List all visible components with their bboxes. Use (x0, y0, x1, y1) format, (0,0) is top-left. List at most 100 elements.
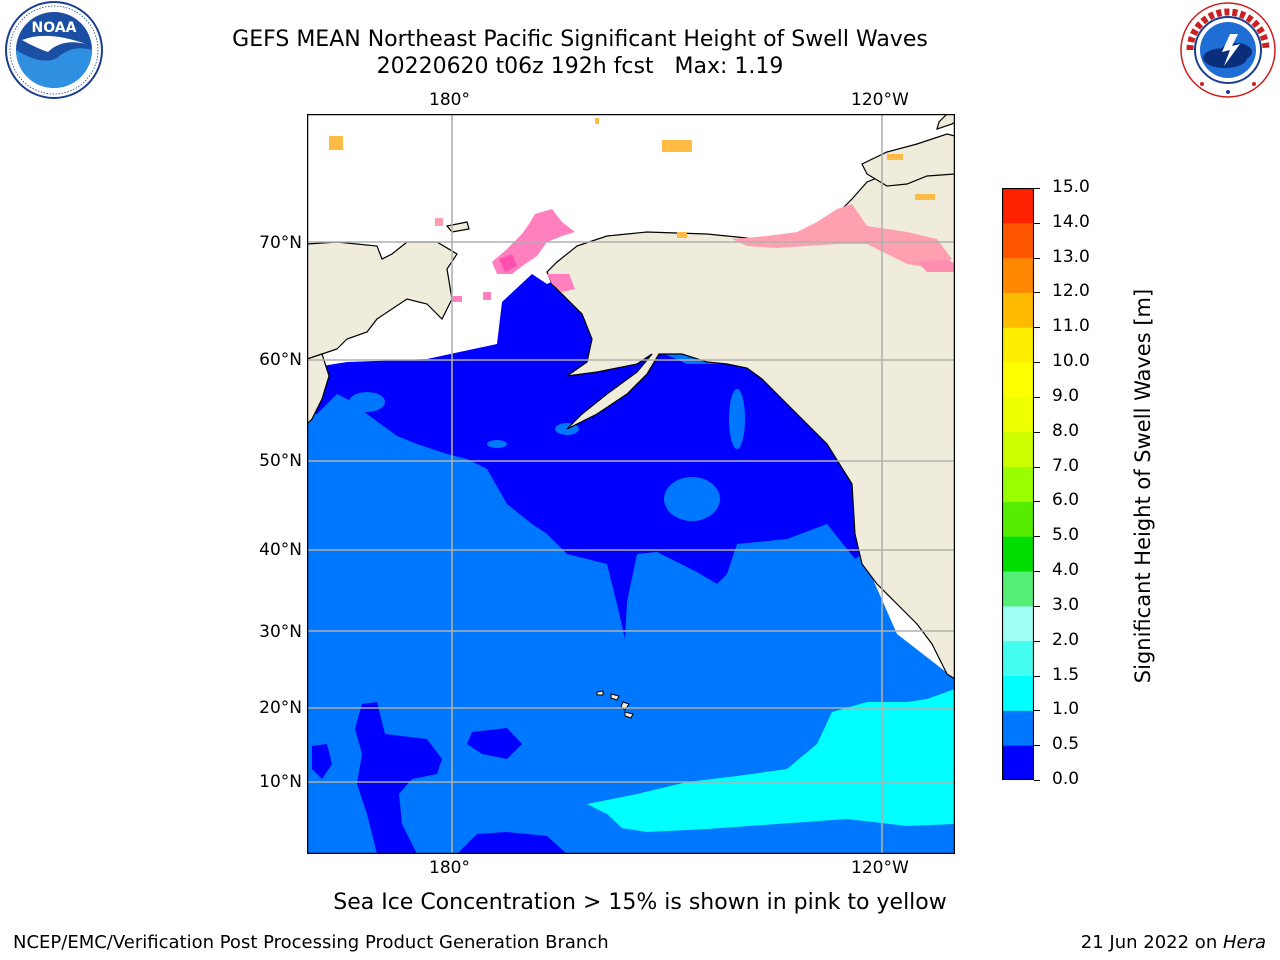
sea-ice-floe (915, 194, 935, 200)
ocean-patch (664, 477, 720, 521)
colorbar-tick-label: 5.0 (1052, 525, 1080, 546)
lat-label-30n: 30°N (259, 622, 302, 642)
land-arctic-island (861, 133, 955, 187)
colorbar-tick-label: 8.0 (1052, 420, 1080, 441)
colorbar-tick-label: 1.5 (1052, 664, 1080, 685)
colorbar-tick-mark (1034, 745, 1040, 747)
sea-ice-hudson (917, 259, 955, 272)
lat-label-50n: 50°N (259, 451, 302, 471)
colorbar-tick-label: 11.0 (1052, 316, 1090, 337)
ocean-patch (729, 389, 745, 449)
lon-label-bottom-120w: 120°W (851, 858, 909, 878)
ocean-patch (349, 392, 385, 412)
footer-date-text: 21 Jun 2022 on (1080, 932, 1223, 953)
colorbar-tick-mark (1034, 780, 1040, 781)
colorbar-segment (1002, 640, 1034, 677)
colorbar-segment (1002, 292, 1034, 328)
colorbar-tick-label: 3.0 (1052, 594, 1080, 615)
chart-title: GEFS MEAN Northeast Pacific Significant … (232, 27, 928, 52)
colorbar-tick-mark (1034, 292, 1040, 294)
ocean-band-1-1.5 (587, 689, 955, 832)
colorbar-tick-label: 15.0 (1052, 177, 1090, 197)
colorbar-tick-label: 13.0 (1052, 246, 1090, 267)
colorbar-tick-label: 14.0 (1052, 211, 1090, 232)
colorbar-frame (1002, 188, 1034, 780)
chart-subtitle: 20220620 t06z 192h fcst Max: 1.19 (376, 54, 784, 79)
sea-ice-floe (483, 292, 491, 300)
colorbar-segment (1002, 396, 1034, 433)
colorbar-tick-mark (1034, 257, 1040, 259)
colorbar (1002, 188, 1034, 780)
colorbar-segment (1002, 605, 1034, 642)
colorbar-tick-label: 9.0 (1052, 385, 1080, 406)
colorbar-tick-mark (1034, 501, 1040, 503)
sea-ice-note: Sea Ice Concentration > 15% is shown in … (333, 890, 947, 915)
svg-text:NOAA: NOAA (32, 20, 77, 36)
colorbar-tick-mark (1034, 571, 1040, 573)
lat-label-10n: 10°N (259, 772, 302, 792)
colorbar-tick-mark (1034, 431, 1040, 433)
ocean-band-0-0.5-sw2 (467, 728, 522, 759)
sea-ice-floe (662, 140, 692, 152)
colorbar-segment (1002, 327, 1034, 363)
colorbar-tick-mark (1034, 605, 1040, 607)
colorbar-segment (1002, 536, 1034, 572)
ocean-band-0-0.5-north (307, 274, 862, 639)
colorbar-segment (1002, 188, 1034, 224)
map-plot (307, 114, 955, 854)
lon-label-bottom-180: 180° (429, 858, 470, 878)
colorbar-segment (1002, 466, 1034, 502)
sea-ice-floe (329, 136, 343, 150)
colorbar-tick-mark (1034, 222, 1040, 224)
footer-date: 21 Jun 2022 on Hera (1081, 932, 1266, 953)
land-hawaii (596, 690, 634, 719)
nws-logo (1178, 0, 1278, 104)
colorbar-tick-mark (1034, 640, 1040, 642)
colorbar-tick-label: 2.0 (1052, 629, 1080, 650)
ocean-band-0-0.5-sw (355, 702, 442, 854)
colorbar-segment (1002, 710, 1034, 746)
sea-ice-norton (547, 274, 575, 292)
colorbar-tick-label: 0.5 (1052, 734, 1080, 755)
colorbar-segment (1002, 571, 1034, 607)
colorbar-tick-label: 12.0 (1052, 281, 1090, 302)
colorbar-tick-label: 10.0 (1052, 351, 1090, 372)
ocean-patch (487, 440, 507, 448)
sea-ice-chukchi-edge (499, 254, 517, 272)
ocean-band-0-0.5-sw3 (312, 744, 332, 779)
sea-ice-beaufort (732, 204, 952, 269)
colorbar-tick-mark (1034, 188, 1040, 189)
colorbar-tick-mark (1034, 396, 1040, 398)
colorbar-tick-mark (1034, 362, 1040, 364)
lat-label-20n: 20°N (259, 698, 302, 718)
sea-ice-floe (887, 154, 903, 160)
lat-label-60n: 60°N (259, 350, 302, 370)
colorbar-tick-label: 4.0 (1052, 560, 1080, 581)
sea-ice-floe (595, 118, 599, 124)
colorbar-tick-label: 0.0 (1052, 769, 1080, 789)
noaa-logo: NOAA (2, 0, 106, 104)
land-siberia (307, 241, 458, 360)
land-northamerica (546, 171, 955, 680)
colorbar-segment (1002, 745, 1034, 780)
colorbar-tick-mark (1034, 536, 1040, 538)
colorbar-segment (1002, 222, 1034, 259)
land-kamchatka (307, 353, 330, 425)
map-frame (307, 114, 955, 854)
colorbar-segment (1002, 257, 1034, 293)
colorbar-tick-label: 1.0 (1052, 699, 1080, 720)
lon-label-top-120w: 120°W (851, 90, 909, 110)
colorbar-segment (1002, 501, 1034, 537)
sea-ice-floe (452, 296, 462, 302)
graticule (307, 114, 955, 854)
colorbar-tick-label: 7.0 (1052, 455, 1080, 476)
footer-host: Hera (1222, 932, 1266, 953)
ocean-band-0-0.5-s (457, 832, 567, 854)
colorbar-tick-mark (1034, 466, 1040, 468)
colorbar-segment (1002, 362, 1034, 398)
lon-label-top-180: 180° (429, 90, 470, 110)
colorbar-tick-label: 6.0 (1052, 490, 1080, 511)
colorbar-segment (1002, 431, 1034, 468)
colorbar-label: Significant Height of Swell Waves [m] (1131, 288, 1155, 684)
sea-ice-floe (677, 232, 687, 238)
